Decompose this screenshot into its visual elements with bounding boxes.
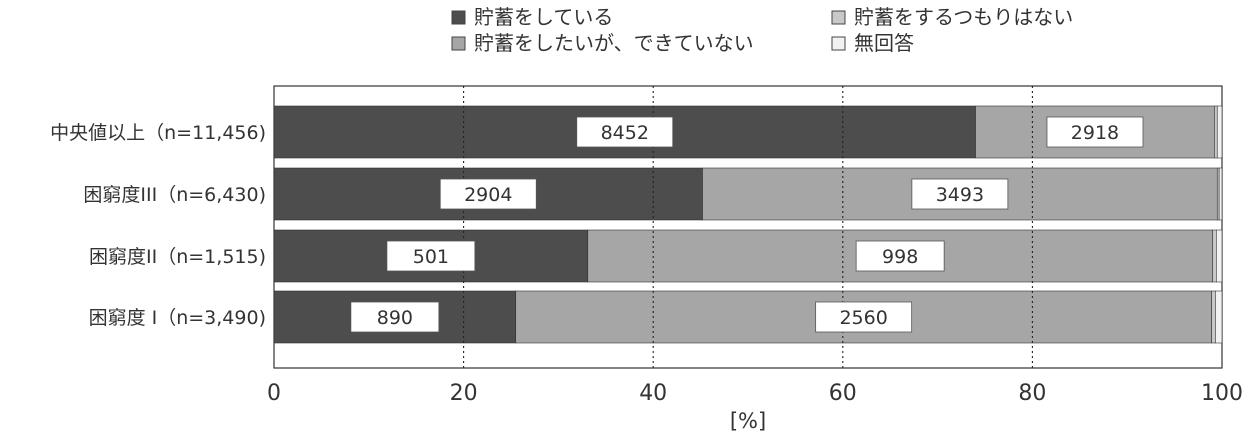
legend-swatch: [451, 10, 466, 25]
axes: 中央値以上（n=11,456) 困窮度III（n=6,430) 困窮度II（n=1,…: [50, 122, 1243, 433]
bar-segment: [702, 167, 1218, 221]
legend-swatch: [831, 10, 846, 25]
bar-segment: [1215, 290, 1223, 344]
x-tick-label: 60: [829, 381, 857, 406]
bar-segment: [1216, 105, 1223, 159]
data-label: 2560: [839, 307, 887, 329]
x-tick-label: 80: [1018, 381, 1046, 406]
x-tick-label: 0: [267, 381, 281, 406]
bar-segment: [1212, 229, 1217, 283]
legend-swatch: [831, 36, 846, 51]
category-label: 困窮度III（n=6,430): [83, 184, 266, 206]
data-label: 8452: [601, 122, 649, 144]
bar-segment: [1216, 229, 1223, 283]
bar-segment: [1214, 105, 1218, 159]
legend-swatch: [451, 36, 466, 51]
legend-label: 貯蓄をしている: [474, 5, 613, 29]
category-label: 困窮度 I（n=3,490): [89, 307, 266, 329]
legend-label: 貯蓄をしたいが、できていない: [474, 31, 754, 55]
x-tick-label: 20: [450, 381, 478, 406]
bar-segment: [1218, 167, 1223, 221]
legend-label: 無回答: [854, 31, 914, 55]
data-label: 998: [882, 246, 918, 268]
data-label: 2904: [464, 184, 512, 206]
data-label: 501: [413, 246, 449, 268]
data-label-box: [386, 240, 476, 272]
x-axis-label: [%]: [730, 409, 766, 433]
category-label: 困窮度II（n=1,515): [89, 246, 266, 268]
data-label-box: [576, 116, 674, 148]
data-label: 3493: [936, 184, 984, 206]
data-label-box: [439, 178, 537, 210]
data-label-box: [855, 240, 945, 272]
legend-label: 貯蓄をするつもりはない: [854, 5, 1073, 29]
data-labels: 8452 2918 2904 3493 501 998 890 2560: [350, 116, 1144, 333]
data-label-box: [350, 301, 440, 333]
data-label-box: [815, 301, 913, 333]
data-label-box: [1046, 116, 1144, 148]
x-tick-label: 100: [1201, 381, 1243, 406]
data-label-box: [911, 178, 1009, 210]
category-label: 中央値以上（n=11,456): [50, 122, 266, 144]
data-label: 2918: [1071, 122, 1119, 144]
bar-segment: [1211, 290, 1216, 344]
x-tick-label: 40: [639, 381, 667, 406]
data-label: 890: [377, 307, 413, 329]
